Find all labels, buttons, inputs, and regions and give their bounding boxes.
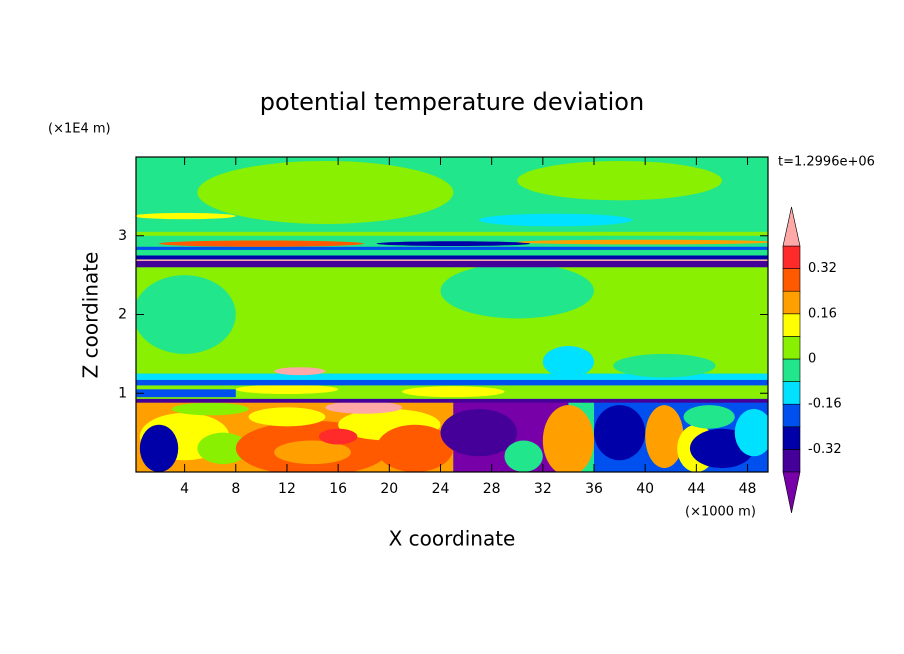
x-tick-label: 12	[278, 481, 296, 497]
y-tick-label: 3	[118, 228, 127, 244]
x-unit: (×1000 m)	[685, 505, 756, 520]
contour-region	[197, 432, 249, 465]
chart-title: potential temperature deviation	[260, 88, 644, 116]
y-tick-label: 1	[118, 385, 127, 401]
colorbar-extend-high	[782, 206, 801, 247]
contour-region	[171, 402, 249, 416]
contour-region	[594, 405, 646, 461]
contour-region	[542, 346, 595, 378]
x-tick-label: 20	[380, 481, 398, 497]
time-annotation: t=1.2996e+06	[778, 155, 875, 170]
contour-region	[325, 401, 403, 414]
y-tick-label: 2	[118, 307, 127, 323]
contour-region	[136, 373, 768, 380]
colorbar-band	[782, 381, 801, 405]
colorbar-band	[782, 449, 801, 473]
contour-region	[136, 260, 768, 268]
colorbar-band	[782, 290, 801, 315]
contour-region	[734, 409, 768, 457]
colorbar-band	[782, 313, 801, 337]
contour-region	[136, 246, 768, 250]
colorbar-extend-low	[782, 471, 801, 514]
colorbar-tick-label: 0.32	[808, 261, 837, 276]
contour-region	[136, 379, 768, 386]
colorbar-band	[782, 403, 801, 428]
contour-region	[136, 398, 768, 403]
contour-region	[440, 409, 518, 457]
contour-region	[376, 241, 531, 246]
contour-region	[159, 240, 364, 247]
contour-region	[136, 275, 236, 354]
colorbar-band	[782, 336, 801, 360]
contour-region	[197, 160, 454, 224]
colorbar-band	[782, 426, 801, 450]
contour-region	[517, 160, 722, 201]
x-tick-label: 16	[329, 481, 347, 497]
contour-region	[376, 424, 454, 472]
colorbar-tick-label: -0.32	[808, 442, 842, 457]
contour-region	[504, 440, 543, 472]
x-axis-label: X coordinate	[389, 527, 516, 551]
contour-region	[136, 389, 236, 398]
x-tick-label: 36	[585, 481, 603, 497]
y-axis-label: Z coordinate	[79, 252, 103, 379]
x-tick-label: 4	[180, 481, 189, 497]
contour-region	[136, 212, 236, 220]
contour-field	[136, 157, 768, 472]
contour-region	[318, 428, 358, 445]
contour-region	[517, 239, 768, 245]
x-tick-label: 44	[687, 481, 705, 497]
contour-region	[402, 386, 505, 398]
contour-region	[645, 405, 684, 469]
contour-region	[683, 405, 735, 429]
colorbar-tick-label: -0.16	[808, 397, 842, 412]
contour-region	[235, 384, 339, 395]
x-tick-label: 48	[739, 481, 757, 497]
contour-region	[136, 231, 768, 236]
contour-region	[139, 424, 179, 472]
colorbar-band	[782, 358, 801, 382]
y-unit: (×1E4 m)	[48, 122, 111, 137]
x-tick-label: 28	[483, 481, 501, 497]
contour-region	[542, 405, 595, 472]
contour-region	[274, 440, 351, 465]
contour-region	[440, 263, 595, 319]
colorbar-tick-label: 0.16	[808, 306, 837, 321]
x-tick-label: 32	[534, 481, 552, 497]
contour-region	[248, 407, 326, 427]
contour-region	[136, 259, 768, 261]
x-tick-label: 40	[636, 481, 654, 497]
contour-region	[478, 213, 633, 227]
x-tick-label: 8	[231, 481, 240, 497]
contour-region	[613, 353, 716, 378]
contour-region	[274, 367, 326, 376]
x-tick-label: 24	[432, 481, 450, 497]
colorbar-tick-label: 0	[808, 352, 816, 367]
colorbar-band	[782, 245, 801, 269]
contour-region	[136, 255, 768, 260]
colorbar-band	[782, 268, 801, 292]
